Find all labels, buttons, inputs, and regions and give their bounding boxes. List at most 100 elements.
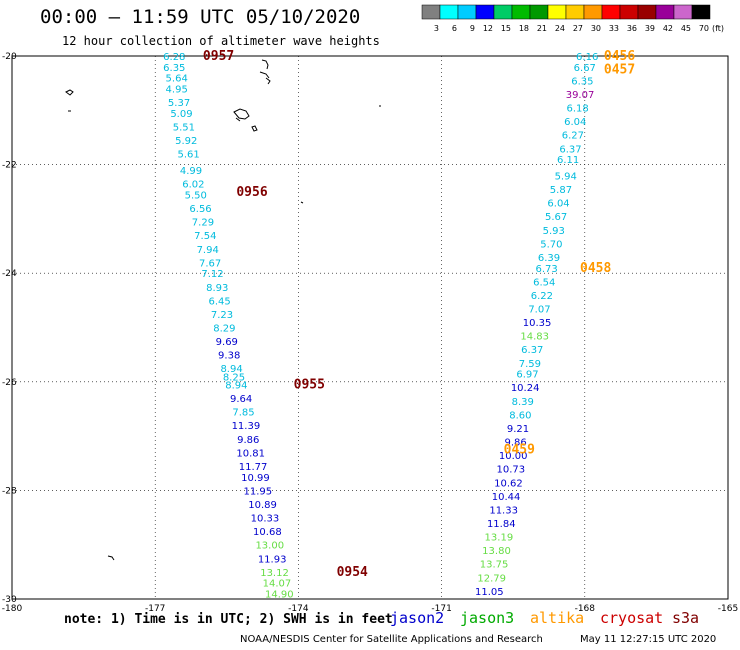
swh-point-label: 11.84 <box>487 519 516 530</box>
swh-point-label: 8.60 <box>509 410 531 421</box>
y-tick-label: -26 <box>2 378 17 388</box>
swh-points: 6.286.355.644.955.375.095.515.925.614.99… <box>163 52 598 601</box>
legend-swatch <box>637 4 657 20</box>
x-tick-label: -168 <box>575 604 596 614</box>
swh-point-label: 6.28 <box>163 52 185 63</box>
swh-point-label: 6.35 <box>571 76 593 87</box>
swh-point-label: 5.92 <box>175 136 197 147</box>
swh-point-label: 10.35 <box>523 318 552 329</box>
y-tick-label: -30 <box>2 595 17 605</box>
mission-jason2: jason2 <box>390 609 445 627</box>
swh-point-label: 39.07 <box>566 90 595 101</box>
legend-swatch <box>457 4 477 20</box>
swh-point-label: 10.68 <box>253 527 282 538</box>
swh-point-label: 11.95 <box>244 486 273 497</box>
grid-lines <box>11 55 729 600</box>
color-legend: 3 6 9 12 15 18 21 24 27 30 33 36 39 42 45 70 (ft) <box>421 4 724 33</box>
swh-point-label: 10.62 <box>494 478 523 489</box>
swh-point-label: 6.02 <box>182 180 204 191</box>
swh-point-label: 11.93 <box>258 554 287 565</box>
x-tick-label: -165 <box>718 604 738 614</box>
time-label: 0955 <box>294 378 325 393</box>
x-tick-label: -171 <box>431 604 451 614</box>
swh-point-label: 4.95 <box>166 85 188 96</box>
swh-point-label: 7.94 <box>197 245 219 256</box>
legend-swatch <box>493 4 513 20</box>
legend-label: 18 <box>519 24 529 33</box>
swh-point-label: 9.69 <box>216 337 238 348</box>
time-label: 0456 <box>604 49 635 64</box>
legend-label: 70 <box>699 24 709 33</box>
legend-swatch <box>529 4 549 20</box>
y-tick-label: -28 <box>2 486 17 496</box>
swh-point-label: 6.45 <box>209 296 231 307</box>
time-label: 0457 <box>604 63 635 78</box>
swh-point-label: 5.50 <box>185 190 207 201</box>
swh-point-label: 7.54 <box>194 231 216 242</box>
swh-point-label: 10.24 <box>511 383 540 394</box>
swh-point-label: 6.39 <box>538 253 560 264</box>
swh-point-label: 5.70 <box>540 239 562 250</box>
y-tick-label: -20 <box>2 52 17 62</box>
time-label: 0957 <box>203 49 234 64</box>
swh-point-label: 8.25 <box>223 372 245 383</box>
swh-point-label: 6.11 <box>557 155 579 166</box>
legend-label: 9 <box>470 24 475 33</box>
y-tick-label: -22 <box>2 161 17 171</box>
legend-swatch <box>583 4 603 20</box>
legend-swatch <box>475 4 495 20</box>
swh-point-label: 6.37 <box>521 345 543 356</box>
swh-point-label: 7.12 <box>201 269 223 280</box>
page-subtitle: 12 hour collection of altimeter wave hei… <box>62 34 380 48</box>
swh-point-label: 14.07 <box>263 579 292 590</box>
swh-point-label: 10.00 <box>499 451 528 462</box>
swh-point-label: 11.39 <box>232 421 261 432</box>
legend-swatch <box>547 4 567 20</box>
swh-point-label: 5.87 <box>550 185 572 196</box>
swh-point-label: 14.90 <box>265 590 294 601</box>
swh-point-label: 7.23 <box>211 310 233 321</box>
time-label: 0956 <box>236 185 267 200</box>
swh-point-label: 6.27 <box>562 131 584 142</box>
x-axis-ticks: -180 -177 -174 -171 -168 -165 <box>2 604 738 614</box>
swh-point-label: 5.37 <box>168 98 190 109</box>
swh-point-label: 6.54 <box>533 277 555 288</box>
swh-point-label: 8.94 <box>225 381 247 392</box>
swh-point-label: 7.29 <box>192 218 214 229</box>
swh-point-label: 7.67 <box>199 258 221 269</box>
swh-point-label: 13.19 <box>485 533 514 544</box>
y-axis-ticks: -20 -22 -24 -26 -28 -30 <box>2 52 17 605</box>
swh-point-label: 14.83 <box>520 332 549 343</box>
legend-swatch <box>511 4 531 20</box>
swh-point-label: 5.94 <box>555 171 577 182</box>
swh-point-label: 6.73 <box>535 264 557 275</box>
swh-point-label: 7.85 <box>232 408 254 419</box>
swh-point-label: 5.09 <box>170 109 192 120</box>
swh-point-label: 11.77 <box>239 462 268 473</box>
swh-point-label: 11.33 <box>489 505 518 516</box>
swh-point-label: 7.59 <box>519 359 541 370</box>
swh-point-label: 10.44 <box>492 492 521 503</box>
swh-point-label: 9.38 <box>218 351 240 362</box>
legend-label: 6 <box>452 24 457 33</box>
time-label: 0954 <box>337 565 368 580</box>
mission-jason3: jason3 <box>460 609 515 627</box>
y-tick-label: -24 <box>2 269 17 279</box>
legend-label: 45 <box>681 24 691 33</box>
swh-point-label: 8.93 <box>206 283 228 294</box>
swh-point-label: 6.56 <box>189 204 211 215</box>
legend-label: 27 <box>573 24 583 33</box>
legend-label: 24 <box>555 24 565 33</box>
swh-point-label: 11.05 <box>475 587 504 598</box>
swh-point-label: 5.51 <box>173 123 195 134</box>
x-tick-label: -177 <box>145 604 165 614</box>
time-label: 0459 <box>504 443 535 458</box>
swh-point-label: 8.29 <box>213 324 235 335</box>
swh-point-label: 8.94 <box>220 364 242 375</box>
swh-point-label: 5.64 <box>166 74 188 85</box>
legend-swatch <box>619 4 639 20</box>
x-tick-label: -174 <box>288 604 309 614</box>
swh-point-label: 6.37 <box>559 144 581 155</box>
generation-timestamp: May 11 12:27:15 UTC 2020 <box>580 634 717 645</box>
